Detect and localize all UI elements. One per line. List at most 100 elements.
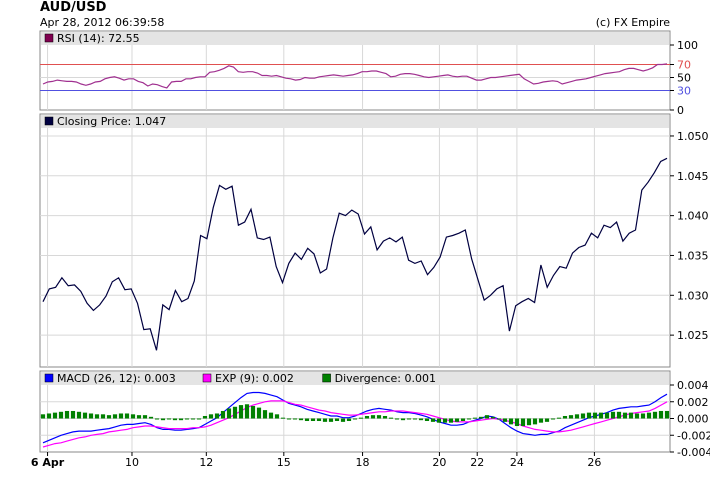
macd-divergence-bar <box>640 413 646 419</box>
macd-divergence-bar <box>352 418 358 420</box>
macd-divergence-bar <box>244 404 250 419</box>
macd-divergence-bar <box>556 417 562 419</box>
macd-divergence-bar <box>328 418 334 422</box>
macd-divergence-bar <box>214 413 220 419</box>
macd-ytick-label: 0.004 <box>677 379 709 392</box>
macd-divergence-bar <box>514 418 520 427</box>
rsi-ytick-label: 50 <box>677 72 691 85</box>
macd-divergence-bar <box>142 415 148 419</box>
macd-legend-swatch <box>44 373 54 383</box>
macd-divergence-bar <box>532 418 538 425</box>
macd-divergence-bar <box>460 418 466 422</box>
macd-divergence-bar <box>112 414 118 419</box>
macd-divergence-bar <box>76 411 82 419</box>
macd-divergence-bar <box>664 410 670 419</box>
macd-divergence-bar <box>604 412 610 419</box>
macd-divergence-bar <box>628 412 634 419</box>
macd-divergence-bar <box>322 418 328 422</box>
macd-legend-swatch <box>202 373 212 383</box>
macd-divergence-bar <box>562 415 568 419</box>
macd-divergence-bar <box>286 418 292 420</box>
macd-divergence-bar <box>448 418 454 423</box>
macd-legend-label: EXP (9): 0.002 <box>215 372 294 385</box>
macd-divergence-bar <box>118 413 124 419</box>
macd-divergence-bar <box>364 415 370 419</box>
macd-divergence-bar <box>520 418 526 427</box>
macd-divergence-bar <box>508 418 514 425</box>
macd-divergence-bar <box>490 416 496 419</box>
macd-divergence-bar <box>424 418 430 422</box>
macd-divergence-bar <box>124 413 130 419</box>
macd-divergence-bar <box>622 412 628 419</box>
macd-divergence-bar <box>130 414 136 419</box>
macd-divergence-bar <box>568 415 574 419</box>
macd-divergence-bar <box>376 415 382 419</box>
macd-divergence-bar <box>610 411 616 419</box>
price-ytick-label: 1.045 <box>677 170 709 183</box>
macd-divergence-bar <box>484 415 490 419</box>
x-tick-label: 10 <box>125 456 139 469</box>
macd-legend-label: Divergence: 0.001 <box>335 372 436 385</box>
macd-divergence-bar <box>64 410 70 419</box>
macd-divergence-bar <box>436 418 442 423</box>
macd-divergence-bar <box>472 417 478 419</box>
x-tick-label: 6 Apr <box>31 456 65 469</box>
macd-legend-band <box>41 372 669 385</box>
macd-divergence-bar <box>100 414 106 419</box>
macd-divergence-bar <box>478 416 484 419</box>
macd-divergence-bar <box>442 418 448 423</box>
macd-divergence-bar <box>346 418 352 422</box>
x-tick-label: 24 <box>510 456 524 469</box>
x-tick-label: 15 <box>277 456 291 469</box>
macd-series-line-1 <box>42 400 668 448</box>
price-legend-band <box>41 115 669 128</box>
macd-divergence-bar <box>274 414 280 419</box>
macd-divergence-bar <box>178 418 184 421</box>
macd-ytick-label: -0.004 <box>677 446 710 459</box>
macd-divergence-bar <box>310 418 316 422</box>
x-tick-label: 12 <box>199 456 213 469</box>
macd-divergence-bar <box>418 418 424 421</box>
macd-divergence-bar <box>256 407 262 419</box>
macd-divergence-bar <box>496 418 502 420</box>
macd-divergence-bar <box>658 410 664 419</box>
rsi-ytick-label: 30 <box>677 85 691 98</box>
macd-divergence-bar <box>538 418 544 423</box>
macd-divergence-bar <box>334 418 340 422</box>
macd-divergence-bar <box>202 415 208 419</box>
macd-divergence-bar <box>190 418 196 420</box>
macd-divergence-bar <box>262 410 268 419</box>
rsi-ytick-label: 100 <box>677 39 698 52</box>
macd-divergence-bar <box>430 418 436 422</box>
macd-divergence-bar <box>454 418 460 422</box>
macd-divergence-bar <box>82 412 88 419</box>
macd-legend-label: MACD (26, 12): 0.003 <box>57 372 176 385</box>
macd-divergence-bar <box>298 418 304 421</box>
macd-divergence-bar <box>388 417 394 419</box>
macd-divergence-bar <box>592 412 598 419</box>
macd-divergence-bar <box>160 418 166 421</box>
macd-divergence-bar <box>52 412 58 419</box>
macd-divergence-bar <box>280 417 286 419</box>
macd-divergence-bar <box>550 418 556 420</box>
macd-divergence-bar <box>172 418 178 421</box>
rsi-legend-swatch <box>44 33 54 43</box>
macd-divergence-bar <box>232 406 238 419</box>
rsi-ytick-label: 0 <box>677 104 684 117</box>
macd-divergence-bar <box>106 415 112 419</box>
macd-divergence-bar <box>238 405 244 419</box>
macd-divergence-bar <box>412 418 418 420</box>
macd-divergence-bar <box>316 418 322 422</box>
macd-divergence-bar <box>598 412 604 419</box>
macd-divergence-bar <box>574 414 580 419</box>
price-ytick-label: 1.035 <box>677 249 709 262</box>
x-tick-label: 18 <box>356 456 370 469</box>
macd-divergence-bar <box>526 418 532 426</box>
macd-divergence-bar <box>148 416 154 419</box>
x-tick-label: 22 <box>470 456 484 469</box>
chart-title: AUD/USD <box>40 0 107 15</box>
rsi-legend-label: RSI (14): 72.55 <box>57 32 140 45</box>
macd-divergence-bar <box>220 410 226 419</box>
macd-divergence-bar <box>646 412 652 419</box>
macd-divergence-bar <box>652 411 658 419</box>
